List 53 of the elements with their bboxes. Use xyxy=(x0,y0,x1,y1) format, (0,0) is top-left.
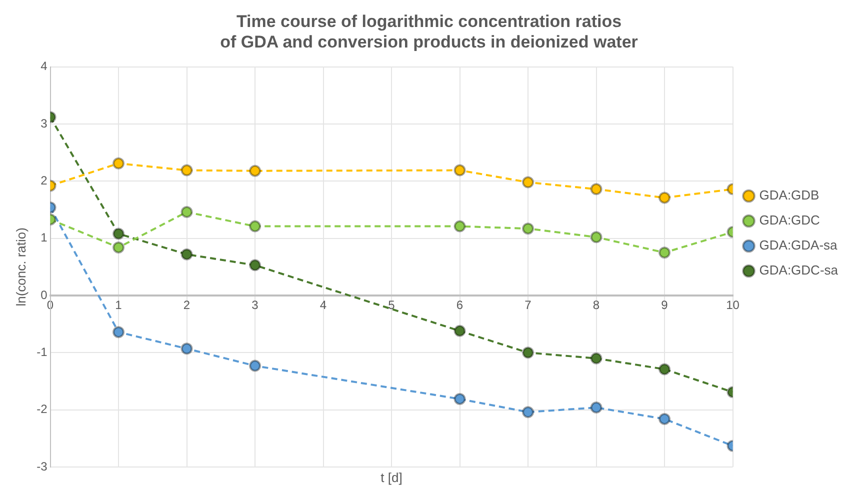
chart-title: Time course of logarithmic concentration ratios of GDA and conversion products in deionized water xyxy=(220,12,638,52)
x-tick-label: 3 xyxy=(252,298,259,312)
point xyxy=(249,259,262,272)
point xyxy=(249,360,262,372)
point xyxy=(658,412,671,425)
y-tick-label: 1 xyxy=(40,230,48,245)
y-tick-label: -3 xyxy=(36,459,48,474)
x-tick-label: 4 xyxy=(320,298,327,312)
point xyxy=(180,206,193,218)
point xyxy=(112,228,125,240)
point xyxy=(590,402,602,414)
x-tick-label: 2 xyxy=(183,298,190,312)
y-tick-label: -1 xyxy=(36,344,48,359)
point xyxy=(454,324,466,337)
point xyxy=(180,164,193,176)
point xyxy=(522,222,534,235)
point xyxy=(522,176,534,188)
y-tick-label: 2 xyxy=(40,173,48,188)
point xyxy=(454,392,466,405)
legend-label: GDA:GDB xyxy=(759,188,820,203)
point xyxy=(112,157,125,170)
point xyxy=(658,192,671,204)
point xyxy=(590,352,602,364)
y-tick-label: 3 xyxy=(40,116,48,130)
legend-label: GDA:GDC-sa xyxy=(759,262,839,278)
point xyxy=(590,183,602,196)
x-tick-label: 8 xyxy=(592,298,600,312)
y-axis-title: ln(conc. ratio) xyxy=(13,228,28,306)
point xyxy=(522,346,534,359)
point xyxy=(249,164,262,177)
x-tick-label: 1 xyxy=(115,298,122,312)
point xyxy=(658,363,671,376)
legend-label: GDA:GDC xyxy=(759,212,820,228)
legend-label: GDA:GDA-sa xyxy=(759,238,838,253)
x-tick-label: 10 xyxy=(726,298,740,312)
point xyxy=(454,164,466,176)
point xyxy=(249,220,262,232)
point xyxy=(112,241,125,254)
point xyxy=(658,246,671,259)
point xyxy=(454,220,466,232)
y-tick-label: 4 xyxy=(40,59,48,74)
point xyxy=(180,248,193,260)
point xyxy=(180,342,193,355)
y-tick-label: 0 xyxy=(40,288,48,302)
y-tick-label: -2 xyxy=(36,402,48,416)
x-tick-label: 7 xyxy=(524,298,532,312)
x-axis-title: t [d] xyxy=(380,470,402,486)
point xyxy=(112,326,125,338)
point xyxy=(590,231,602,244)
x-tick-label: 9 xyxy=(661,298,668,312)
x-tick-label: 5 xyxy=(388,298,396,312)
point xyxy=(522,406,534,418)
x-tick-label: 6 xyxy=(456,298,464,312)
